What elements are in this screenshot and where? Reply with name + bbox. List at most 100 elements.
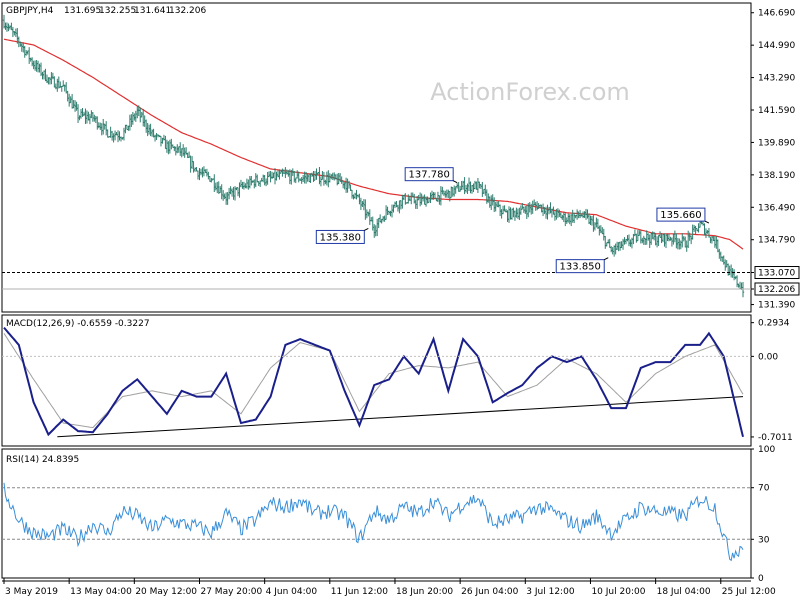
callout-label: 137.780	[408, 170, 449, 181]
ohlc-bar	[398, 200, 401, 214]
ohlc-bar	[164, 135, 167, 150]
ohlc-bar	[713, 236, 717, 248]
ohlc-bar	[378, 214, 382, 223]
ohlc-bar	[307, 174, 311, 183]
ohlc-bar	[272, 172, 275, 178]
ohlc-bar	[155, 133, 158, 140]
ohlc-bar	[401, 194, 404, 209]
ohlc-bar	[704, 228, 708, 239]
rsi-pane-frame	[1, 448, 752, 579]
ohlc-bar	[487, 193, 490, 203]
time-tick-label: 20 May 12:00	[135, 587, 197, 597]
ohlc-bar	[612, 245, 616, 257]
ohlc-bar	[609, 246, 613, 253]
ohlc-bar	[207, 171, 210, 180]
price-title-symbol: GBPJPY,H4	[6, 6, 54, 16]
ohlc-bar	[663, 233, 666, 247]
ohlc-bar	[227, 187, 231, 200]
ohlc-bar	[250, 175, 253, 186]
price-tick-label: 133.070	[758, 269, 795, 279]
time-tick-label: 18 Jul 04:00	[657, 587, 711, 597]
ohlc-bar	[139, 107, 142, 123]
ohlc-bar	[254, 173, 257, 188]
ohlc-bar	[672, 233, 675, 245]
ohlc-bar	[602, 228, 605, 241]
ohlc-bar	[355, 189, 358, 200]
ohlc-bar	[180, 148, 183, 158]
ohlc-bar	[716, 239, 720, 253]
ohlc-open: 131.695	[64, 6, 101, 16]
ohlc-bar	[556, 208, 560, 218]
ohlc-bar	[213, 174, 216, 193]
price-tick-label: 131.390	[758, 301, 795, 311]
ohlc-bar	[421, 195, 425, 202]
ohlc-bar	[592, 215, 595, 232]
ohlc-bar	[167, 141, 170, 155]
ohlc-bar	[457, 181, 460, 192]
ohlc-bar	[174, 146, 177, 156]
ohlc-bar	[463, 177, 466, 195]
ohlc-bar	[44, 68, 47, 82]
ohlc-bar	[110, 130, 114, 141]
ohlc-bar	[13, 31, 16, 36]
ohlc-bar	[319, 176, 323, 187]
callout-pointer	[452, 180, 458, 184]
ohlc-bar	[35, 59, 38, 72]
ohlc-bar	[4, 22, 7, 30]
time-tick-label: 13 May 04:00	[70, 587, 132, 597]
ohlc-bar	[595, 217, 598, 228]
ohlc-bar	[20, 43, 23, 52]
ohlc-bar	[14, 28, 18, 37]
panel-frames	[1, 2, 752, 582]
ohlc-bar	[393, 201, 397, 209]
ohlc-bar	[8, 25, 12, 30]
ohlc-bar	[512, 207, 515, 218]
ohlc-bar	[344, 177, 348, 193]
ohlc-bar	[621, 238, 625, 250]
ohlc-bar	[38, 63, 41, 73]
ohlc-bar	[524, 206, 527, 214]
ohlc-bar	[559, 212, 563, 219]
ohlc-bar	[541, 203, 545, 217]
ohlc-bar	[81, 108, 84, 117]
ohlc-bar	[48, 77, 52, 85]
ohlc-bar	[128, 114, 132, 131]
ohlc-bar	[42, 70, 46, 80]
ohlc-bar	[113, 130, 117, 141]
ohlc-bar	[635, 233, 638, 243]
ohlc-bar	[469, 181, 472, 194]
ohlc-bar	[179, 142, 182, 156]
ohlc-bar	[130, 114, 133, 127]
price-pane-frame	[1, 2, 752, 313]
ohlc-bar	[691, 224, 694, 240]
ohlc-bar	[442, 190, 446, 196]
ohlc-bar	[741, 282, 745, 298]
ohlc-bar	[590, 216, 594, 226]
ma-line	[3, 38, 744, 250]
callout-box	[555, 259, 605, 274]
ohlc-bar	[214, 182, 217, 191]
rsi-tick-label: 70	[758, 484, 770, 494]
ohlc-bar	[361, 201, 364, 207]
ohlc-bar	[618, 241, 622, 251]
macd-line	[3, 326, 744, 438]
ohlc-bar	[333, 172, 336, 181]
ohlc-bar	[93, 114, 96, 122]
ohlc-bar	[325, 171, 329, 186]
ohlc-bar	[570, 214, 573, 227]
ohlc-bar	[615, 241, 619, 250]
time-tick-label: 27 May 20:00	[200, 587, 262, 597]
ohlc-bar	[142, 109, 145, 127]
ohlc-bar	[473, 180, 477, 190]
ohlc-bar	[481, 181, 484, 197]
ohlc-bar	[140, 112, 143, 118]
callout-label: 135.660	[660, 210, 701, 221]
ohlc-bar	[236, 187, 240, 197]
ohlc-bar	[476, 177, 480, 194]
ohlc-bar	[447, 189, 450, 199]
ohlc-bar	[729, 264, 733, 278]
rsi-axis: 100 70 30 0	[751, 445, 775, 584]
ohlc-bar	[676, 238, 680, 250]
time-tick-label: 3 May 2019	[5, 587, 58, 597]
callout-pointer	[364, 228, 369, 231]
